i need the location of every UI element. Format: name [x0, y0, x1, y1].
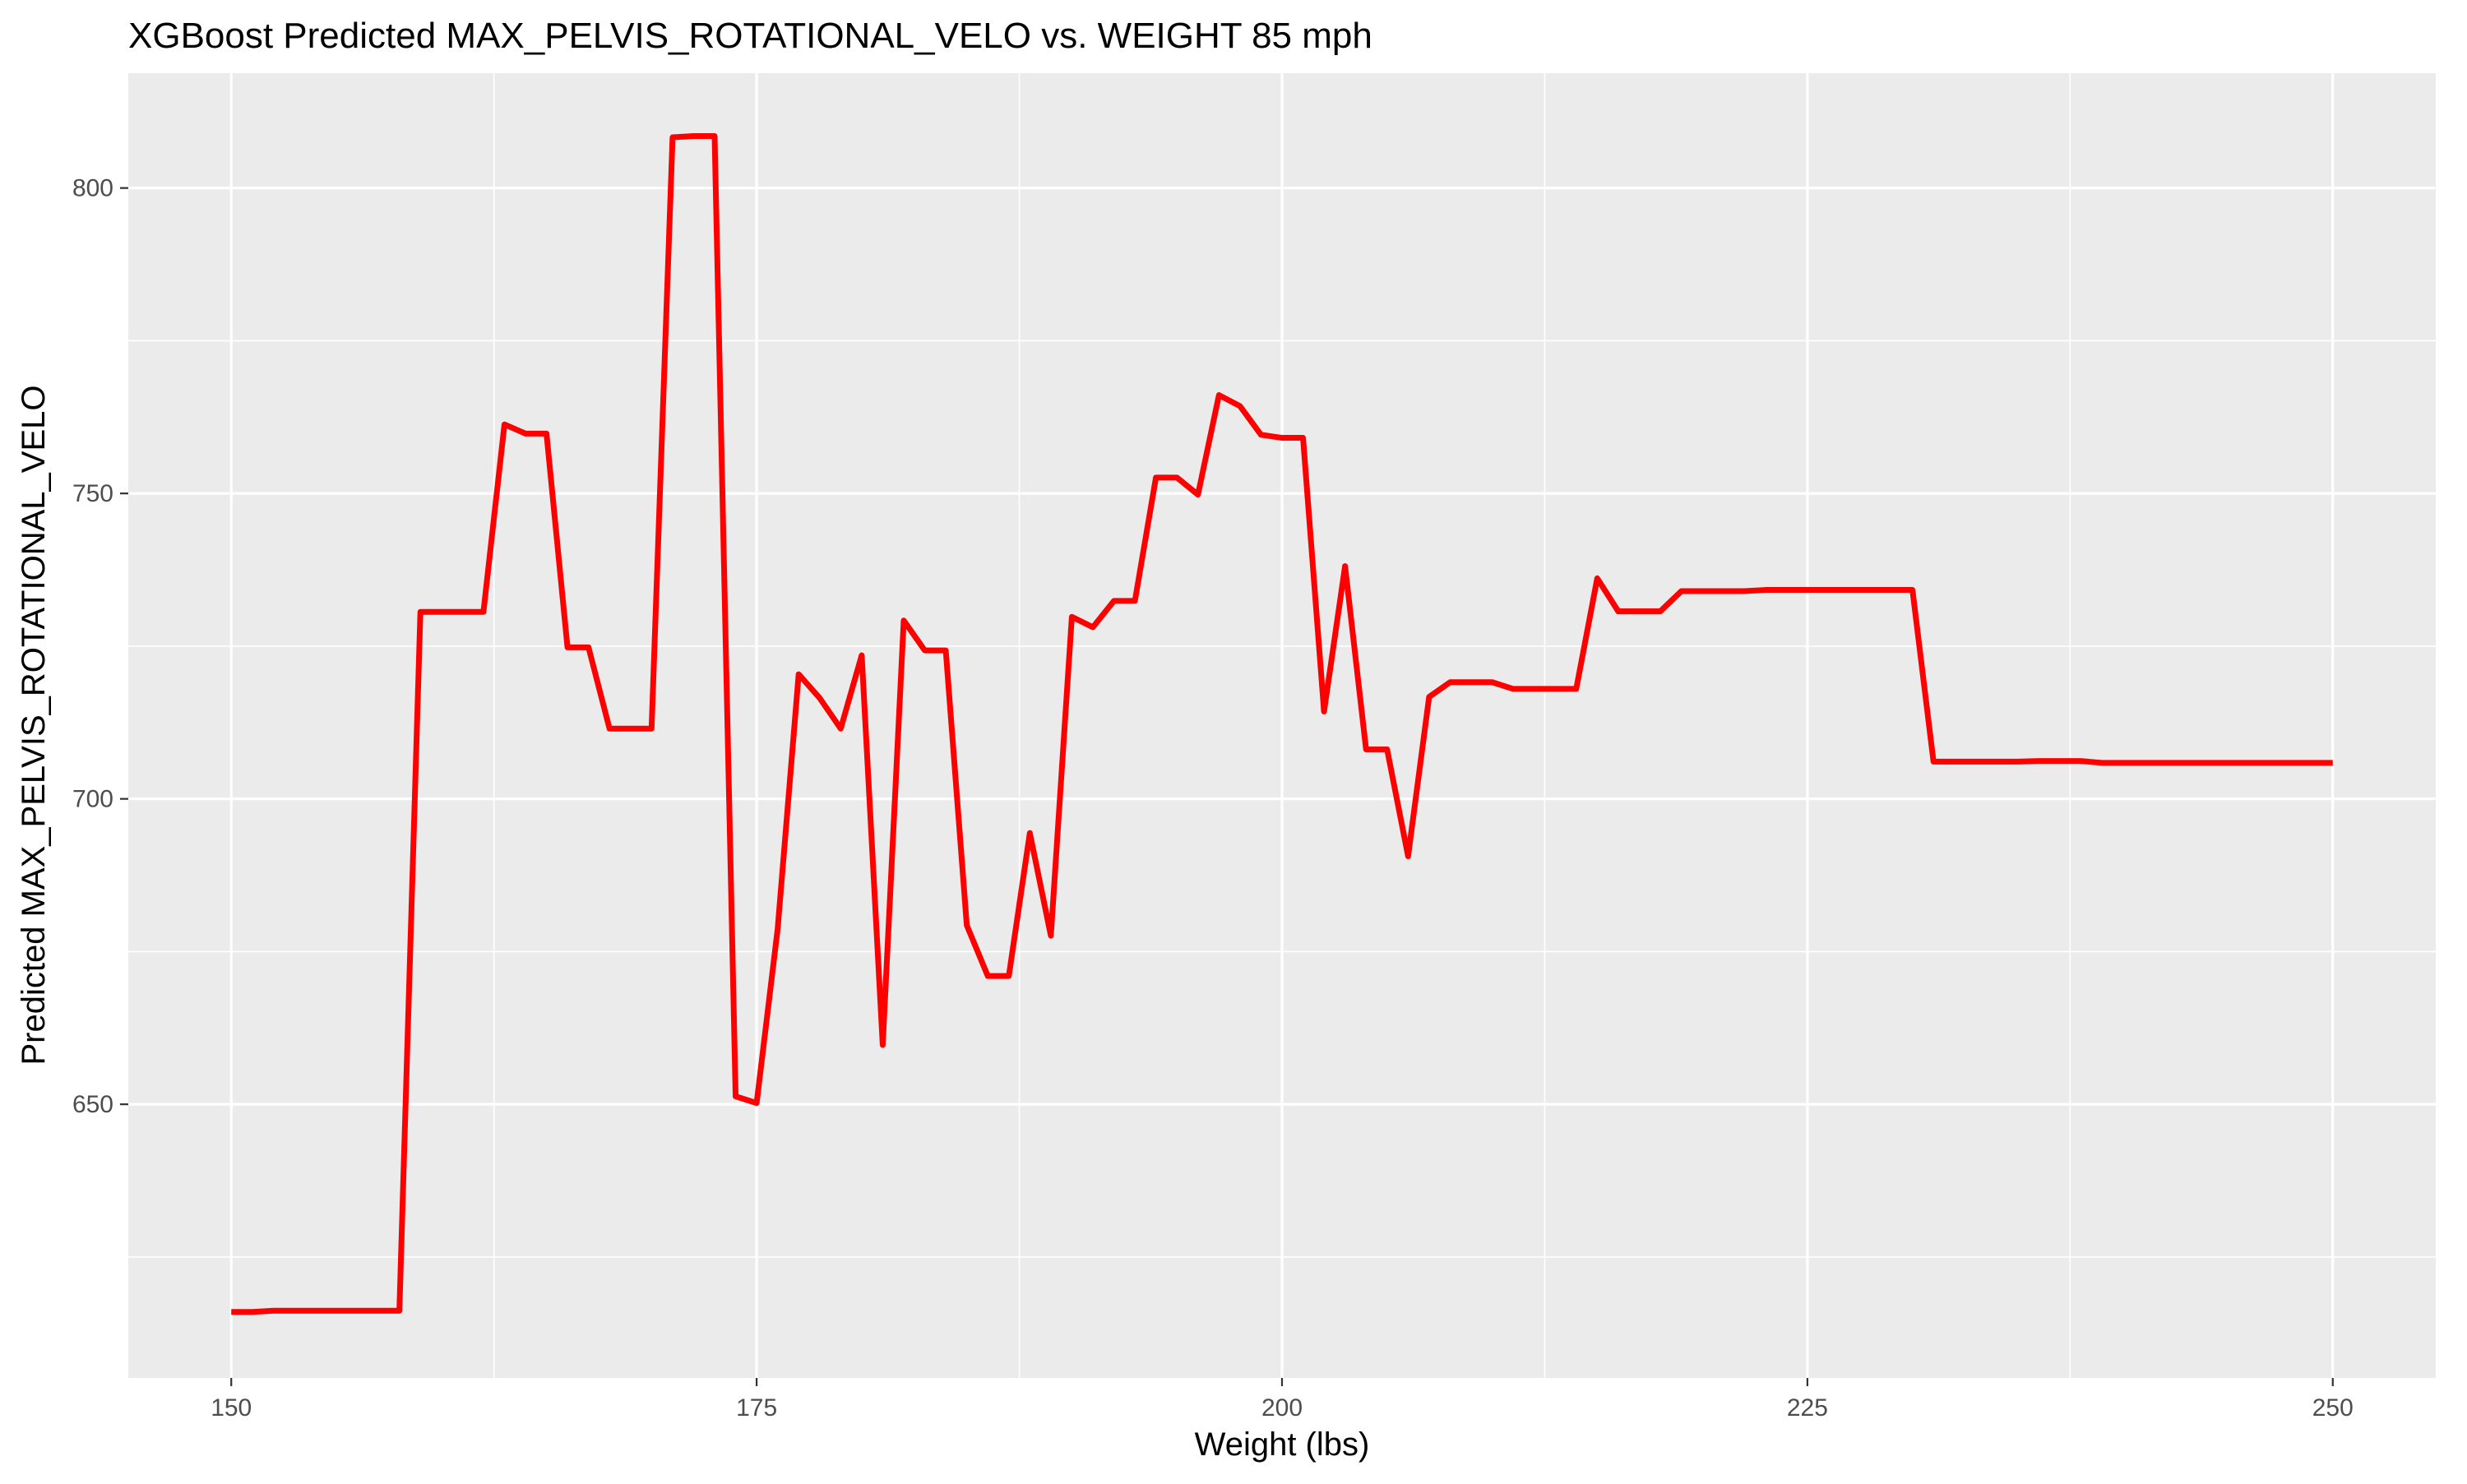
series-line	[231, 133, 2333, 1315]
x-tick-label: 200	[1261, 1394, 1303, 1422]
x-tick-label: 175	[736, 1394, 777, 1422]
y-tick-label: 800	[72, 175, 113, 202]
y-tick-label: 700	[72, 786, 113, 813]
x-tick-label: 250	[2312, 1394, 2354, 1422]
x-tick-label: 225	[1787, 1394, 1828, 1422]
y-axis: 650 700 750 800	[72, 175, 128, 1118]
y-tick-label: 750	[72, 480, 113, 507]
x-tick-label: 150	[211, 1394, 252, 1422]
y-axis-label: Predicted MAX_PELVIS_ROTATIONAL_VELO	[16, 386, 52, 1066]
x-axis-label: Weight (lbs)	[1195, 1426, 1370, 1463]
major-gridlines	[128, 73, 2436, 1378]
y-tick-label: 650	[72, 1091, 113, 1118]
series-layer	[231, 133, 2333, 1315]
chart-title: XGBoost Predicted MAX_PELVIS_ROTATIONAL_…	[128, 16, 1372, 56]
x-axis: 150 175 200 225 250	[211, 1378, 2354, 1422]
